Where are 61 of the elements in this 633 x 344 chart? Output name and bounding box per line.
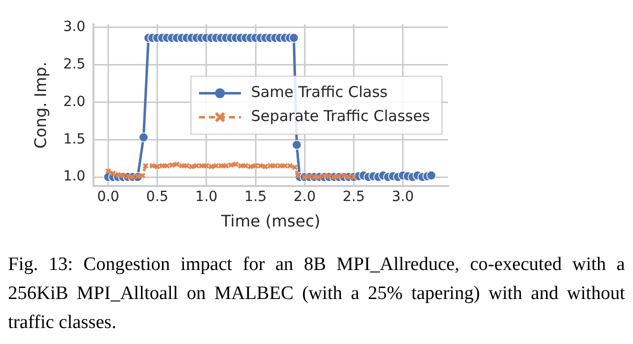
point xyxy=(306,173,313,180)
point xyxy=(178,162,185,169)
legend-label: Separate Traffic Classes xyxy=(250,107,430,126)
x-tick-label: 2.0 xyxy=(293,189,316,206)
point xyxy=(222,162,230,169)
x-tick-label: 2.5 xyxy=(342,189,365,206)
point xyxy=(257,162,264,169)
point xyxy=(286,162,294,169)
point xyxy=(272,162,278,169)
point xyxy=(203,162,210,169)
y-tick-label: 2.0 xyxy=(63,94,86,110)
point xyxy=(193,162,200,169)
y-tick-label: 1.0 xyxy=(63,168,86,185)
point xyxy=(282,162,288,169)
point xyxy=(164,162,170,169)
point xyxy=(110,170,116,176)
point xyxy=(134,173,141,180)
point xyxy=(139,172,146,179)
point xyxy=(336,173,342,180)
point xyxy=(213,162,220,169)
y-axis-title: Cong. Imp. xyxy=(30,62,50,149)
y-tick-label: 3.0 xyxy=(63,19,86,36)
point xyxy=(105,168,112,174)
point xyxy=(168,162,176,168)
point xyxy=(294,172,301,179)
x-tick-label: 0.5 xyxy=(146,189,168,206)
point xyxy=(142,162,149,169)
x-tick-label: 3.0 xyxy=(392,189,414,206)
point xyxy=(267,162,274,169)
y-tick-label: 2.5 xyxy=(63,56,86,72)
point xyxy=(252,162,259,169)
point xyxy=(188,163,195,170)
legend-label: Same Traffic Class xyxy=(250,83,388,102)
point xyxy=(218,162,224,169)
x-axis-title: Time (msec) xyxy=(220,212,320,231)
point xyxy=(228,162,234,168)
point xyxy=(262,163,268,170)
point xyxy=(326,173,332,180)
point xyxy=(149,162,156,169)
point xyxy=(292,164,298,170)
caption: Fig. 13: Congestion impact for an 8B MPI_Allreduce, co-executed with a 256KiB MPI_Alltoall on MALBEC (with a 25% tapering) with and without traffic classes. xyxy=(8,253,625,335)
point xyxy=(276,162,284,169)
point xyxy=(159,162,166,169)
point xyxy=(321,172,328,179)
point xyxy=(154,163,160,170)
point xyxy=(238,162,244,169)
point xyxy=(242,162,249,169)
point xyxy=(232,161,239,168)
x-tick-label: 0.0 xyxy=(97,189,120,206)
x-tick-label: 1.5 xyxy=(244,189,267,206)
point xyxy=(208,163,214,170)
point xyxy=(198,162,205,169)
point xyxy=(114,172,122,178)
point xyxy=(124,173,131,180)
point xyxy=(184,162,190,169)
point xyxy=(340,172,348,179)
point xyxy=(174,161,180,168)
point xyxy=(247,163,254,170)
x-tick-label: 1.0 xyxy=(195,189,218,206)
point xyxy=(120,172,126,179)
y-tick-label: 1.5 xyxy=(63,131,86,148)
